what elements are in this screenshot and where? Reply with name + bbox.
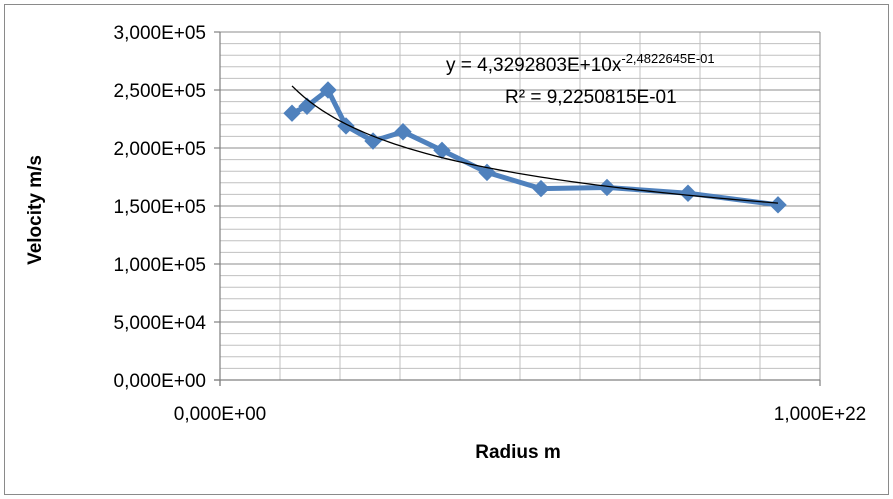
x-axis-title: Radius m: [475, 442, 561, 463]
grid: [219, 31, 821, 381]
y-tick-label: 0,000E+00: [114, 371, 206, 392]
y-tick-label: 2,000E+05: [114, 139, 206, 160]
axes: [214, 31, 821, 386]
data-point: [319, 81, 337, 99]
trendline: [291, 85, 779, 204]
data-point: [598, 178, 616, 197]
x-tick-label: 1,000E+22: [774, 404, 866, 425]
data-point: [532, 179, 550, 198]
y-tick-label: 5,000E+04: [114, 313, 207, 334]
data-point: [769, 196, 787, 214]
y-axis-title: Velocity m/s: [25, 155, 46, 265]
data-point: [394, 123, 412, 141]
y-tick-label: 1,500E+05: [114, 197, 206, 218]
chart-area: [4, 4, 889, 495]
trendline-equation: y = 4,3292803E+10x-2,4822645E-01: [446, 51, 715, 76]
trendline-group: [291, 85, 779, 204]
data-point: [433, 141, 451, 160]
r-squared-label: R² = 9,2250815E-01: [505, 87, 677, 108]
equation-base: y = 4,3292803E+10x: [446, 55, 622, 76]
data-series: [283, 81, 787, 214]
tick-labels: 0,000E+00 5,000E+04 1,000E+05 1,500E+05 2,00…: [114, 23, 867, 425]
y-tick-label: 3,000E+05: [114, 23, 206, 44]
equation-exponent: -2,4822645E-01: [621, 51, 714, 66]
x-tick-label: 0,000E+00: [174, 404, 266, 425]
data-point: [283, 104, 301, 122]
y-tick-label: 1,000E+05: [114, 255, 206, 276]
y-tick-label: 2,500E+05: [114, 81, 206, 102]
data-point: [679, 184, 697, 202]
